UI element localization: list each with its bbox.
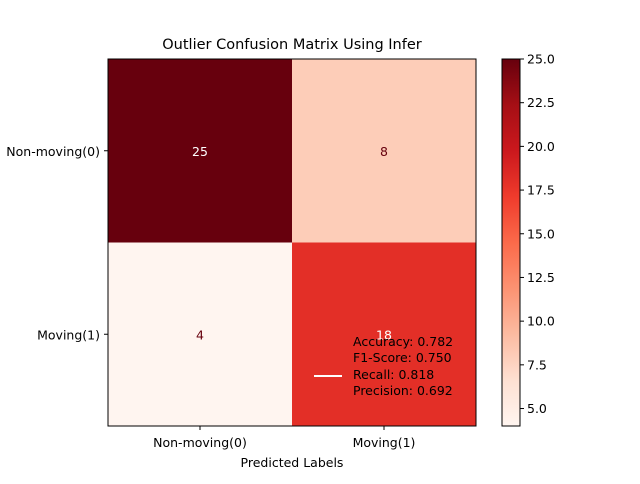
colorbar-tick-label: 25.0 <box>527 52 555 67</box>
x-axis-ticks: Non-moving(0) Moving(1) <box>153 426 415 450</box>
colorbar-tick-label: 20.0 <box>527 139 555 154</box>
matrix-cell <box>108 59 292 243</box>
colorbar-tick-label: 15.0 <box>527 226 555 241</box>
legend-entry: Precision: 0.692 <box>353 383 453 398</box>
x-tick-label: Moving(1) <box>353 435 416 450</box>
legend-entry: F1-Score: 0.750 <box>353 350 452 365</box>
x-axis-label: Predicted Labels <box>241 455 344 470</box>
matrix-cell <box>292 242 476 426</box>
colorbar-tick-label: 17.5 <box>527 183 555 198</box>
y-axis-ticks: Non-moving(0) Moving(1) <box>6 144 108 342</box>
matrix-cell <box>108 242 292 426</box>
y-tick-label: Non-moving(0) <box>6 144 100 159</box>
colorbar <box>501 58 521 427</box>
chart-title: Outlier Confusion Matrix Using Infer <box>162 37 422 53</box>
cell-value-label: 18 <box>376 327 392 342</box>
plot-frame <box>107 58 477 427</box>
colorbar-tick-label: 22.5 <box>527 95 555 110</box>
matrix-cells: 25 8 4 18 <box>108 59 476 426</box>
colorbar-ticks: 5.0 7.5 10.0 12.5 15.0 17.5 20.0 22.5 25.0 <box>520 52 555 416</box>
colorbar-tick-label: 5.0 <box>527 401 547 416</box>
legend-entry: Accuracy: 0.782 <box>353 334 453 349</box>
colorbar-tick-label: 12.5 <box>527 270 555 285</box>
legend-entry: Recall: 0.818 <box>353 367 434 382</box>
x-tick-label: Non-moving(0) <box>153 435 247 450</box>
colorbar-tick-label: 10.0 <box>527 314 555 329</box>
y-tick-label: Moving(1) <box>37 327 100 342</box>
cell-value-label: 25 <box>192 144 208 159</box>
matrix-cell <box>292 59 476 243</box>
cell-value-label: 8 <box>380 144 388 159</box>
legend: Accuracy: 0.782 F1-Score: 0.750 Recall: … <box>314 334 453 398</box>
cell-value-label: 4 <box>196 327 204 342</box>
colorbar-tick-label: 7.5 <box>527 357 547 372</box>
